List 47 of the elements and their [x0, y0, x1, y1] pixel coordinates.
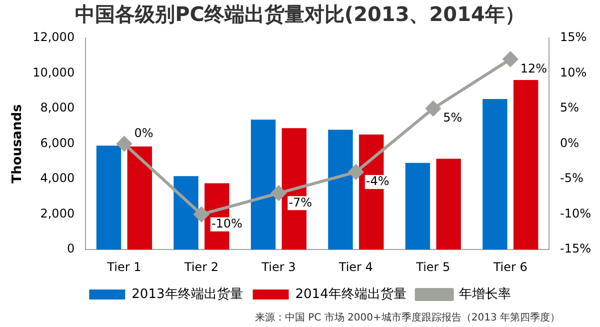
data-label: -7%: [288, 195, 312, 210]
point: [348, 164, 364, 180]
data-label: 12%: [520, 61, 548, 76]
y-tick-label: 8,000: [40, 100, 75, 115]
x-tick-label: Tier 4: [338, 260, 373, 274]
bar: [436, 158, 461, 250]
x-tick-label: Tier 1: [106, 260, 142, 274]
bar: [127, 146, 152, 250]
y-tick-label: 4,000: [40, 171, 75, 186]
data-label: -10%: [211, 216, 242, 230]
legend-label: 2014年终端出货量: [295, 286, 406, 302]
y2-tick-label: -15%: [560, 242, 592, 256]
legend-label: 年增长率: [458, 286, 511, 302]
y2-tick-label: 10%: [560, 65, 587, 80]
point: [502, 52, 518, 67]
y-tick-label: 10,000: [32, 65, 75, 80]
source-note: 来源：中国 PC 市场 2000+城市季度跟踪报告（2013 年第四季度）: [254, 312, 560, 324]
y-tick-label: 6,000: [40, 136, 75, 150]
y2-tick-label: 0%: [560, 136, 580, 150]
data-label: 5%: [443, 110, 462, 125]
y2-tick-label: 5%: [560, 100, 580, 115]
bar: [96, 146, 122, 250]
x-tick-label: Tier 5: [415, 260, 450, 274]
point: [116, 136, 132, 152]
y-axis-title: Thousands: [10, 104, 26, 184]
x-tick-label: Tier 2: [183, 260, 218, 274]
point: [194, 206, 209, 222]
bar: [405, 162, 430, 250]
x-tick-label: Tier 3: [260, 260, 296, 274]
chart-title: 中国各级别PC终端出货量对比(2013、2014年）: [75, 2, 525, 26]
bar: [328, 130, 353, 250]
bar: [482, 99, 508, 250]
y2-tick-label: 15%: [560, 30, 587, 44]
point: [271, 186, 286, 201]
point: [426, 101, 441, 116]
legend-label: 2013年终端出货量: [132, 286, 243, 302]
y-tick-label: 2,000: [40, 206, 75, 220]
data-label: 0%: [134, 126, 154, 140]
bar: [174, 176, 198, 250]
bar: [513, 80, 538, 250]
y-tick-label: 0: [66, 242, 75, 256]
x-tick-label: Tier 6: [492, 260, 528, 274]
y-tick-label: 12,000: [32, 30, 75, 44]
y2-tick-label: -10%: [560, 206, 592, 220]
data-label: -4%: [366, 174, 390, 188]
y2-tick-label: -5%: [560, 171, 584, 186]
bar: [250, 120, 276, 250]
